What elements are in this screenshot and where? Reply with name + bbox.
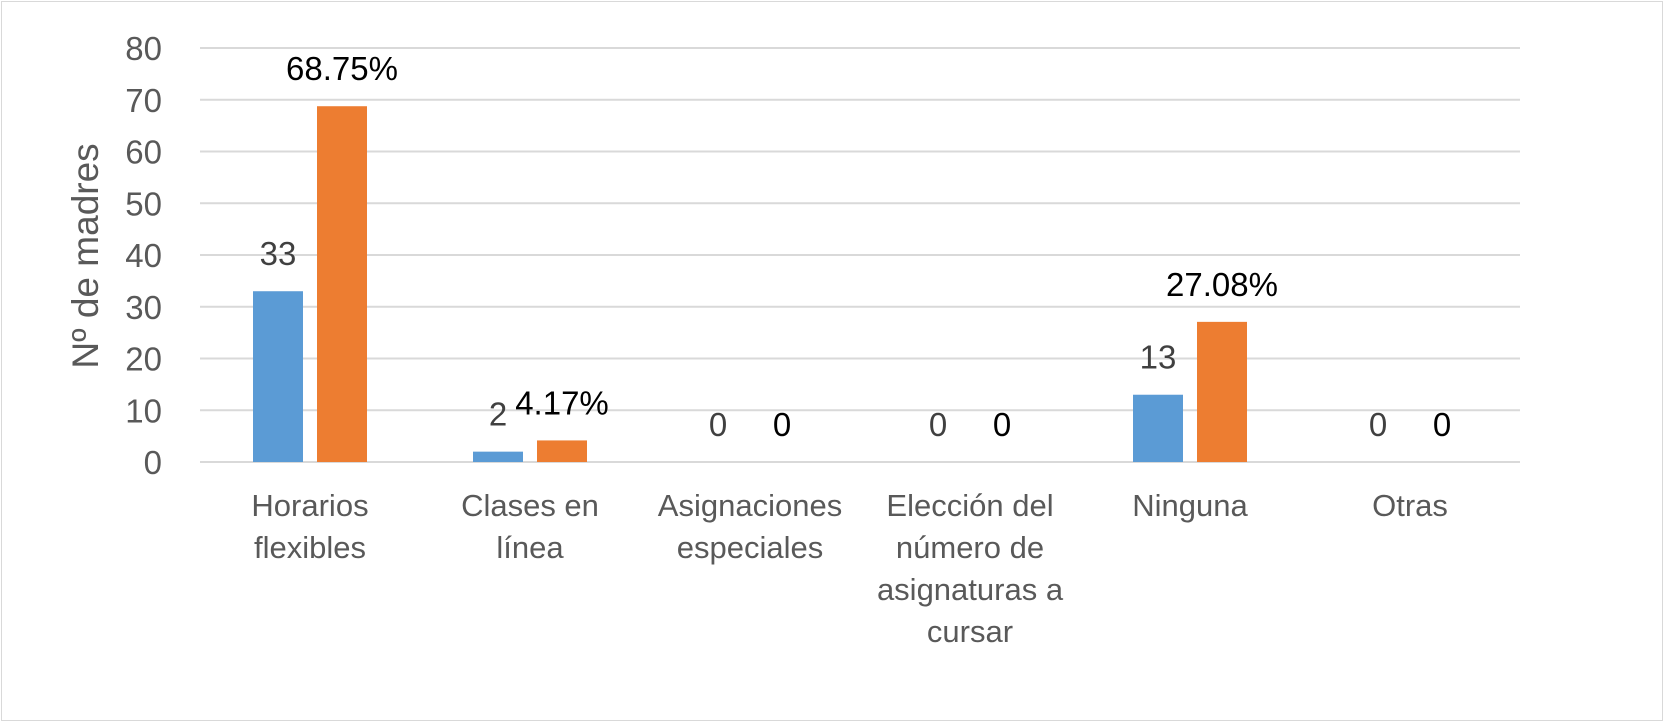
category-label: Clases en bbox=[461, 488, 599, 523]
category-label: especiales bbox=[677, 530, 823, 565]
data-label: 0 bbox=[709, 406, 727, 443]
y-tick-label: 30 bbox=[125, 289, 162, 326]
bar bbox=[317, 106, 367, 462]
category-label: cursar bbox=[927, 614, 1013, 649]
y-tick-label: 80 bbox=[125, 30, 162, 67]
y-tick-label: 70 bbox=[125, 82, 162, 119]
category-label: asignaturas a bbox=[877, 572, 1064, 607]
y-tick-label: 50 bbox=[125, 185, 162, 222]
data-labels: 33 68.75% 2 4.17% 0 0 0 0 13 27.08% 0 0 bbox=[260, 50, 1452, 443]
data-label: 0 bbox=[993, 406, 1011, 443]
category-label: Horarios bbox=[251, 488, 368, 523]
data-label: 4.17% bbox=[515, 384, 609, 421]
data-label: 0 bbox=[1433, 406, 1451, 443]
y-tick-label: 10 bbox=[125, 392, 162, 429]
category-label: Asignaciones bbox=[658, 488, 842, 523]
data-label: 13 bbox=[1140, 339, 1177, 376]
data-label: 33 bbox=[260, 235, 297, 272]
category-label: Otras bbox=[1372, 488, 1448, 523]
category-label: flexibles bbox=[254, 530, 366, 565]
y-tick-label: 0 bbox=[144, 444, 162, 481]
category-label: Ninguna bbox=[1132, 488, 1248, 523]
data-label: 0 bbox=[929, 406, 947, 443]
y-axis-ticks: 0 10 20 30 40 50 60 70 80 bbox=[125, 30, 162, 481]
bar bbox=[473, 451, 523, 462]
category-label: línea bbox=[496, 530, 564, 565]
y-tick-label: 60 bbox=[125, 134, 162, 171]
bar bbox=[1133, 394, 1183, 462]
bar bbox=[253, 291, 303, 462]
data-label: 27.08% bbox=[1166, 266, 1278, 303]
bars bbox=[253, 106, 1247, 462]
bar bbox=[1197, 321, 1247, 462]
y-tick-label: 40 bbox=[125, 237, 162, 274]
data-label: 2 bbox=[489, 396, 507, 433]
gridlines bbox=[200, 47, 1520, 463]
data-label: 68.75% bbox=[286, 50, 398, 87]
category-label: Elección del bbox=[886, 488, 1053, 523]
y-tick-label: 20 bbox=[125, 341, 162, 378]
bar bbox=[537, 440, 587, 462]
y-axis-title: Nº de madres bbox=[65, 143, 106, 368]
data-label: 0 bbox=[1369, 406, 1387, 443]
x-axis-categories: Horarios flexibles Clases en línea Asignacio… bbox=[251, 488, 1447, 649]
category-label: número de bbox=[896, 530, 1044, 565]
data-label: 0 bbox=[773, 406, 791, 443]
